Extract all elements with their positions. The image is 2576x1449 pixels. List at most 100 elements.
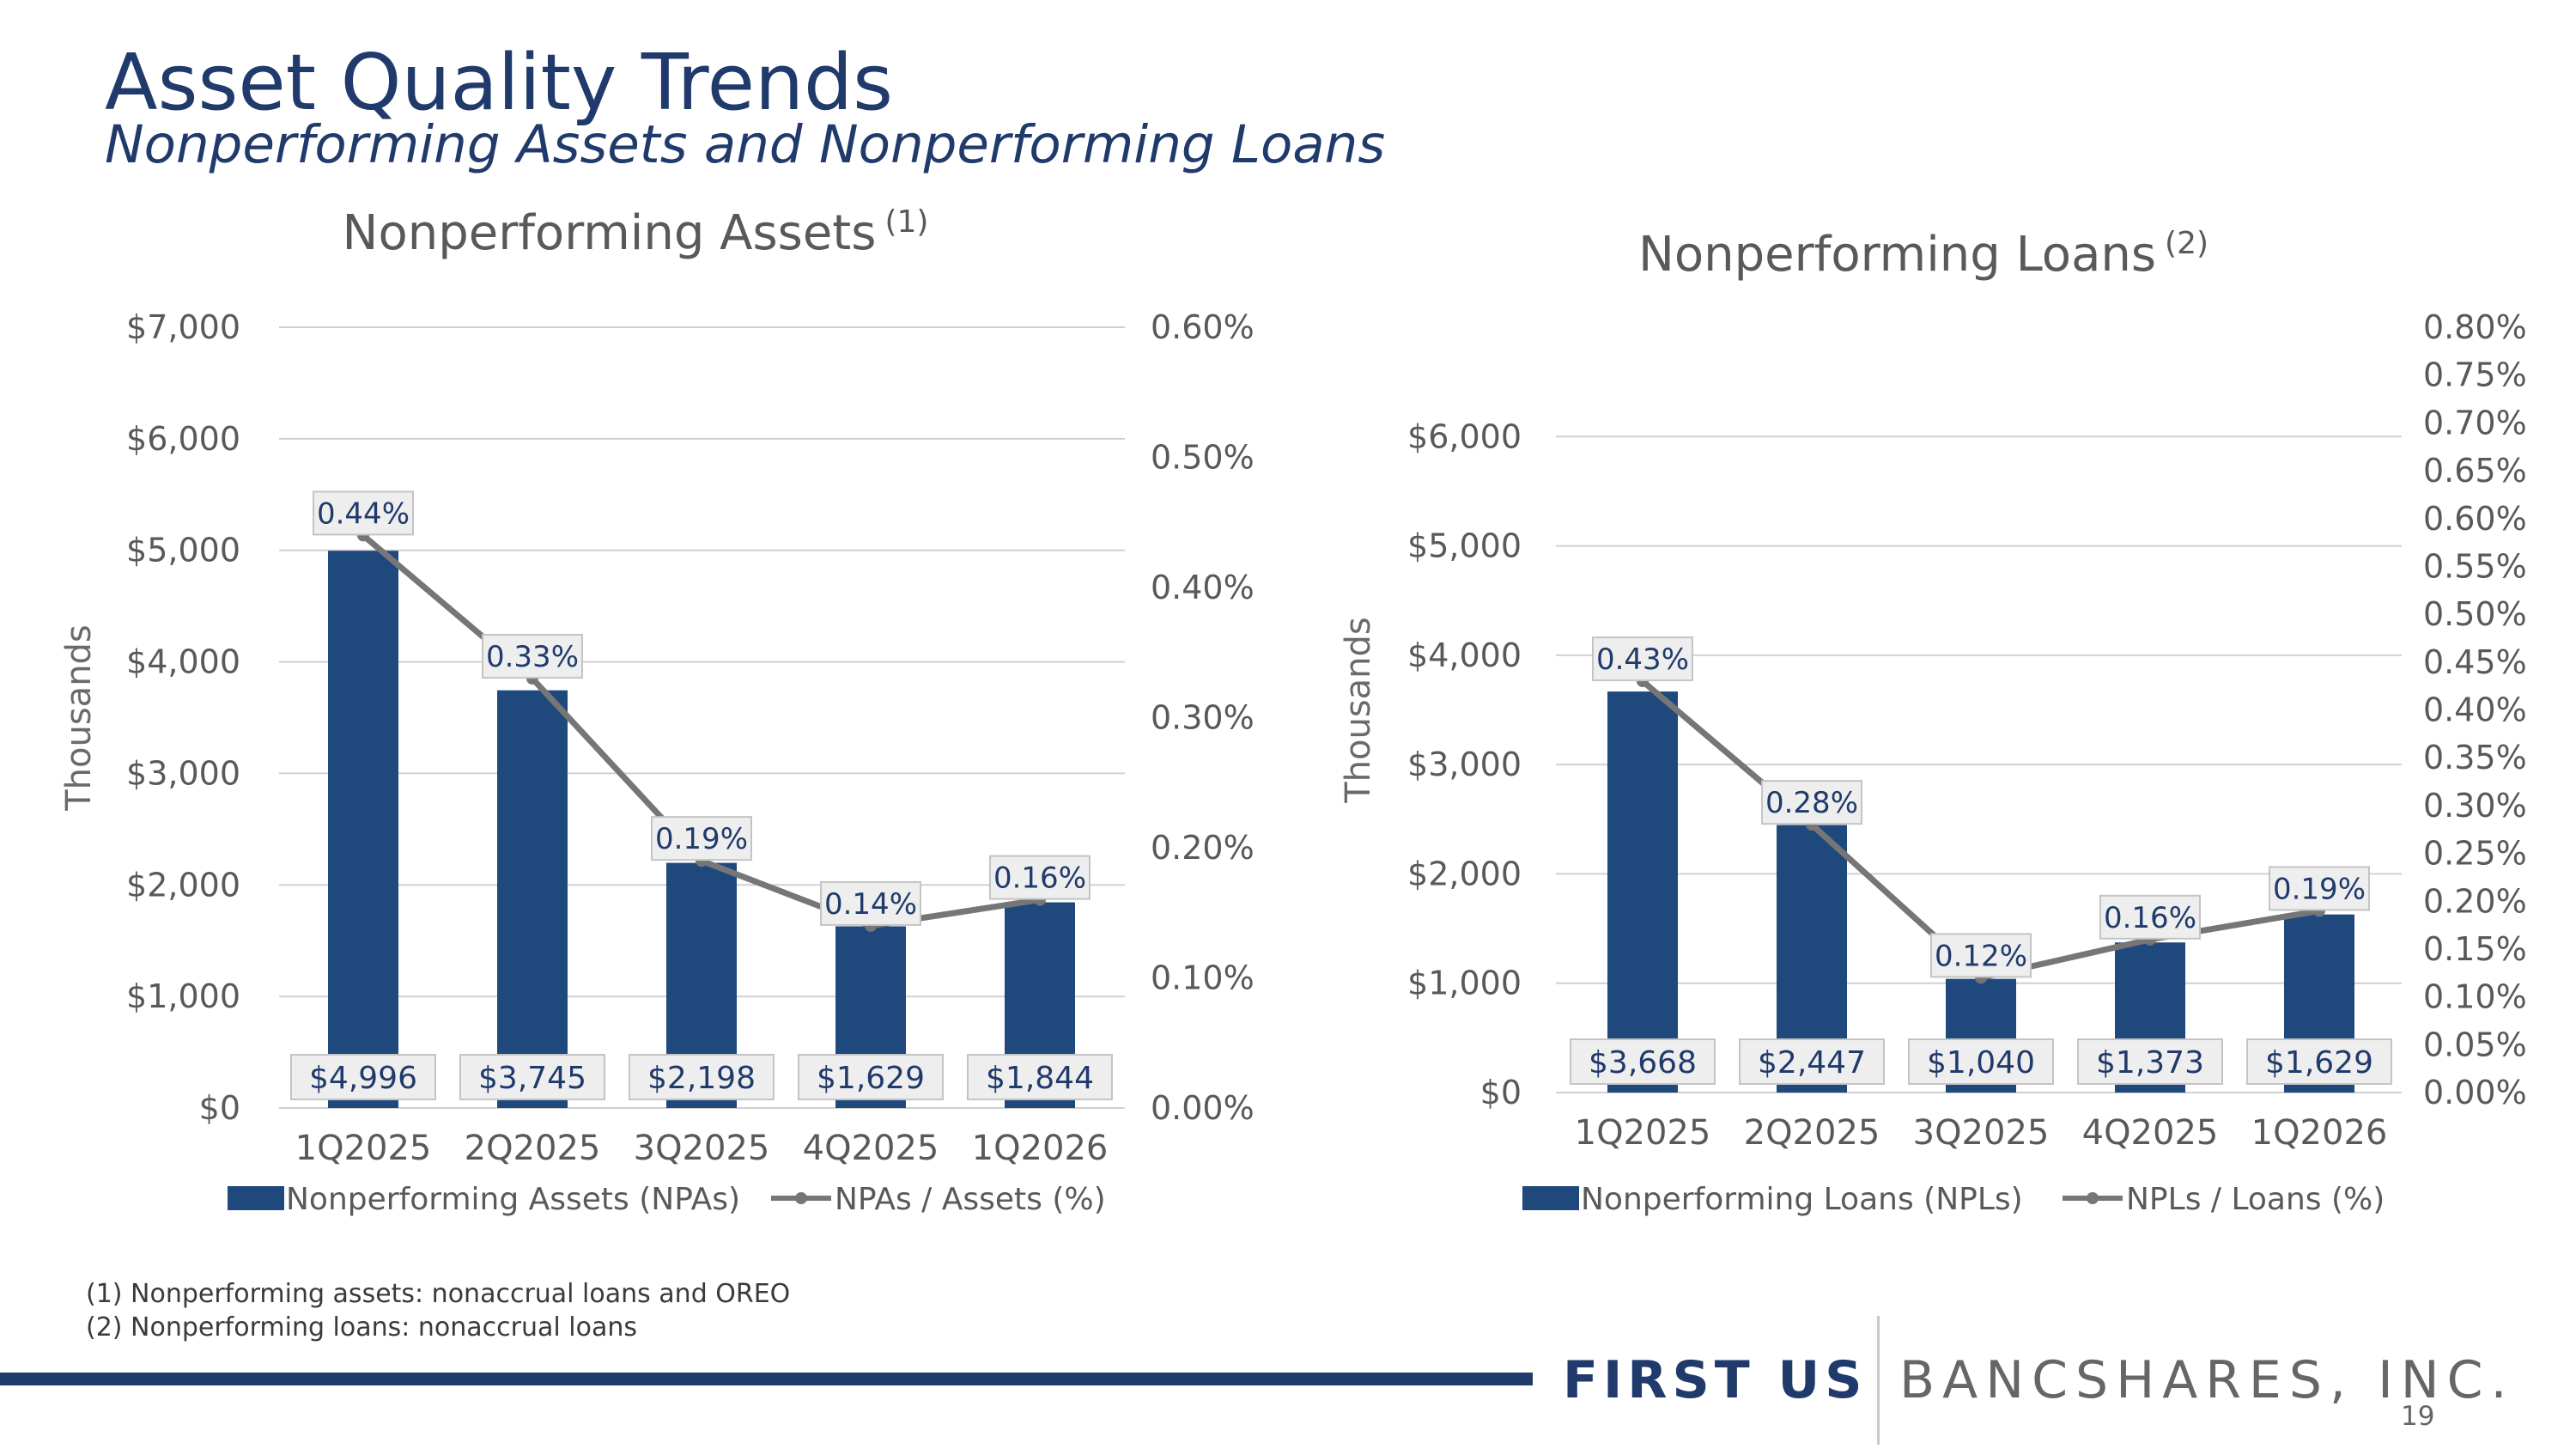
footnote-2: (2) Nonperforming loans: nonaccrual loan… bbox=[86, 1312, 637, 1342]
line-data-label: 0.43% bbox=[1596, 642, 1689, 677]
line-data-label: 0.44% bbox=[317, 496, 410, 531]
x-tick-label: 2Q2025 bbox=[465, 1129, 601, 1168]
x-tick-label: 1Q2025 bbox=[1575, 1113, 1711, 1153]
legend-line-label: NPAs / Assets (%) bbox=[835, 1182, 1106, 1217]
bar-data-label: $2,198 bbox=[647, 1061, 756, 1096]
y2-tick-label: 0.45% bbox=[2423, 643, 2527, 681]
y-tick-label: $3,000 bbox=[1407, 746, 1522, 783]
legend-line-label: NPLs / Loans (%) bbox=[2126, 1182, 2385, 1217]
y2-tick-label: 0.15% bbox=[2423, 930, 2527, 968]
x-tick-label: 1Q2026 bbox=[972, 1129, 1109, 1168]
brand-logo-first-us: FIRST US bbox=[1563, 1350, 1868, 1410]
bar-data-label: $3,745 bbox=[478, 1061, 586, 1096]
y-tick-label: $2,000 bbox=[1407, 855, 1522, 892]
y2-tick-label: 0.10% bbox=[1151, 959, 1255, 997]
y-tick-label: $6,000 bbox=[1407, 417, 1522, 455]
bar-data-label: $1,373 bbox=[2096, 1045, 2204, 1081]
line-label-box bbox=[820, 880, 921, 926]
y-tick-label: $4,000 bbox=[126, 643, 240, 681]
y2-tick-label: 0.55% bbox=[2423, 547, 2527, 585]
footer-bar bbox=[0, 1373, 1533, 1385]
y2-tick-label: 0.05% bbox=[2423, 1026, 2527, 1063]
y2-tick-label: 0.60% bbox=[2423, 500, 2527, 538]
x-tick-label: 3Q2025 bbox=[1913, 1113, 2050, 1153]
legend-bar-swatch bbox=[228, 1186, 284, 1210]
y-tick-label: $3,000 bbox=[126, 754, 240, 792]
line-label-box bbox=[2099, 894, 2201, 940]
bar-data-label: $1,040 bbox=[1927, 1045, 2035, 1081]
footer-divider bbox=[1877, 1316, 1880, 1445]
bar-label-box bbox=[2246, 1038, 2392, 1085]
bar-label-box bbox=[1908, 1038, 2054, 1085]
line-data-label: 0.19% bbox=[655, 822, 748, 856]
brand-logo-bancshares: BANCSHARES, INC. bbox=[1899, 1350, 2515, 1410]
line-data-label: 0.16% bbox=[2104, 901, 2196, 935]
y2-tick-label: 0.80% bbox=[2423, 308, 2527, 346]
line-data-label: 0.14% bbox=[824, 887, 917, 922]
y-tick-label: $5,000 bbox=[1407, 527, 1522, 565]
line-label-box bbox=[1930, 933, 2032, 978]
bar bbox=[497, 690, 568, 1108]
x-tick-label: 4Q2025 bbox=[803, 1129, 939, 1168]
y-tick-label: $7,000 bbox=[126, 308, 240, 346]
bar bbox=[328, 551, 398, 1108]
y-axis-title: Thousands bbox=[1339, 617, 1378, 804]
y2-tick-label: 0.50% bbox=[2423, 595, 2527, 633]
bar-label-box bbox=[1570, 1038, 1716, 1085]
chart-title: Nonperforming Loans (2) bbox=[1638, 226, 2208, 283]
y-tick-label: $5,000 bbox=[126, 532, 240, 569]
bar-data-label: $1,629 bbox=[817, 1061, 925, 1096]
line-label-box bbox=[1592, 636, 1693, 682]
line-label-box bbox=[1761, 780, 1862, 825]
bar-data-label: $1,844 bbox=[986, 1061, 1094, 1096]
x-tick-label: 4Q2025 bbox=[2082, 1113, 2219, 1153]
y-tick-label: $6,000 bbox=[126, 420, 240, 458]
y2-tick-label: 0.00% bbox=[1151, 1089, 1255, 1127]
line-data-label: 0.28% bbox=[1765, 786, 1858, 820]
y-tick-label: $1,000 bbox=[1407, 965, 1522, 1002]
y2-tick-label: 0.50% bbox=[1151, 439, 1255, 477]
footnotes: (1) Nonperforming assets: nonaccrual loa… bbox=[86, 1277, 790, 1344]
y2-tick-label: 0.30% bbox=[2423, 787, 2527, 825]
bar-label-box bbox=[2077, 1038, 2223, 1085]
y2-tick-label: 0.20% bbox=[1151, 829, 1255, 867]
x-tick-label: 1Q2026 bbox=[2251, 1113, 2388, 1153]
y-tick-label: $1,000 bbox=[126, 977, 240, 1015]
line-label-box bbox=[651, 816, 752, 861]
line-data-label: 0.19% bbox=[2273, 872, 2366, 906]
y2-tick-label: 0.40% bbox=[2423, 691, 2527, 729]
y-tick-label: $0 bbox=[199, 1089, 240, 1127]
y2-tick-label: 0.60% bbox=[1151, 308, 1255, 346]
legend-bar-swatch bbox=[1522, 1186, 1579, 1210]
y2-tick-label: 0.30% bbox=[1151, 699, 1255, 737]
line-data-label: 0.12% bbox=[1935, 939, 2027, 973]
x-tick-label: 3Q2025 bbox=[634, 1129, 770, 1168]
line-label-box bbox=[313, 490, 414, 536]
bar-label-box bbox=[798, 1054, 944, 1100]
bar-data-label: $2,447 bbox=[1758, 1045, 1866, 1081]
y2-tick-label: 0.00% bbox=[2423, 1074, 2527, 1111]
y2-tick-label: 0.70% bbox=[2423, 404, 2527, 441]
bar-label-box bbox=[629, 1054, 775, 1100]
y2-tick-label: 0.10% bbox=[2423, 978, 2527, 1016]
bar-label-box bbox=[290, 1054, 436, 1100]
bar-label-box bbox=[967, 1054, 1113, 1100]
legend-bar-label: Nonperforming Loans (NPLs) bbox=[1581, 1182, 2023, 1217]
bar-data-label: $1,629 bbox=[2265, 1045, 2373, 1081]
bar-data-label: $3,668 bbox=[1589, 1045, 1697, 1081]
legend-bar-label: Nonperforming Assets (NPAs) bbox=[286, 1182, 740, 1217]
y-tick-label: $0 bbox=[1480, 1074, 1522, 1111]
y2-tick-label: 0.65% bbox=[2423, 452, 2527, 490]
footnote-1: (1) Nonperforming assets: nonaccrual loa… bbox=[86, 1279, 791, 1309]
line-label-box bbox=[989, 855, 1091, 900]
y-tick-label: $4,000 bbox=[1407, 636, 1522, 674]
chart-title: Nonperforming Assets (1) bbox=[343, 204, 929, 261]
line-data-label: 0.16% bbox=[993, 861, 1086, 896]
y2-tick-label: 0.25% bbox=[2423, 835, 2527, 873]
y2-tick-label: 0.40% bbox=[1151, 569, 1255, 606]
x-tick-label: 1Q2025 bbox=[295, 1129, 432, 1168]
y2-tick-label: 0.20% bbox=[2423, 882, 2527, 920]
legend-line-marker bbox=[2087, 1192, 2099, 1204]
